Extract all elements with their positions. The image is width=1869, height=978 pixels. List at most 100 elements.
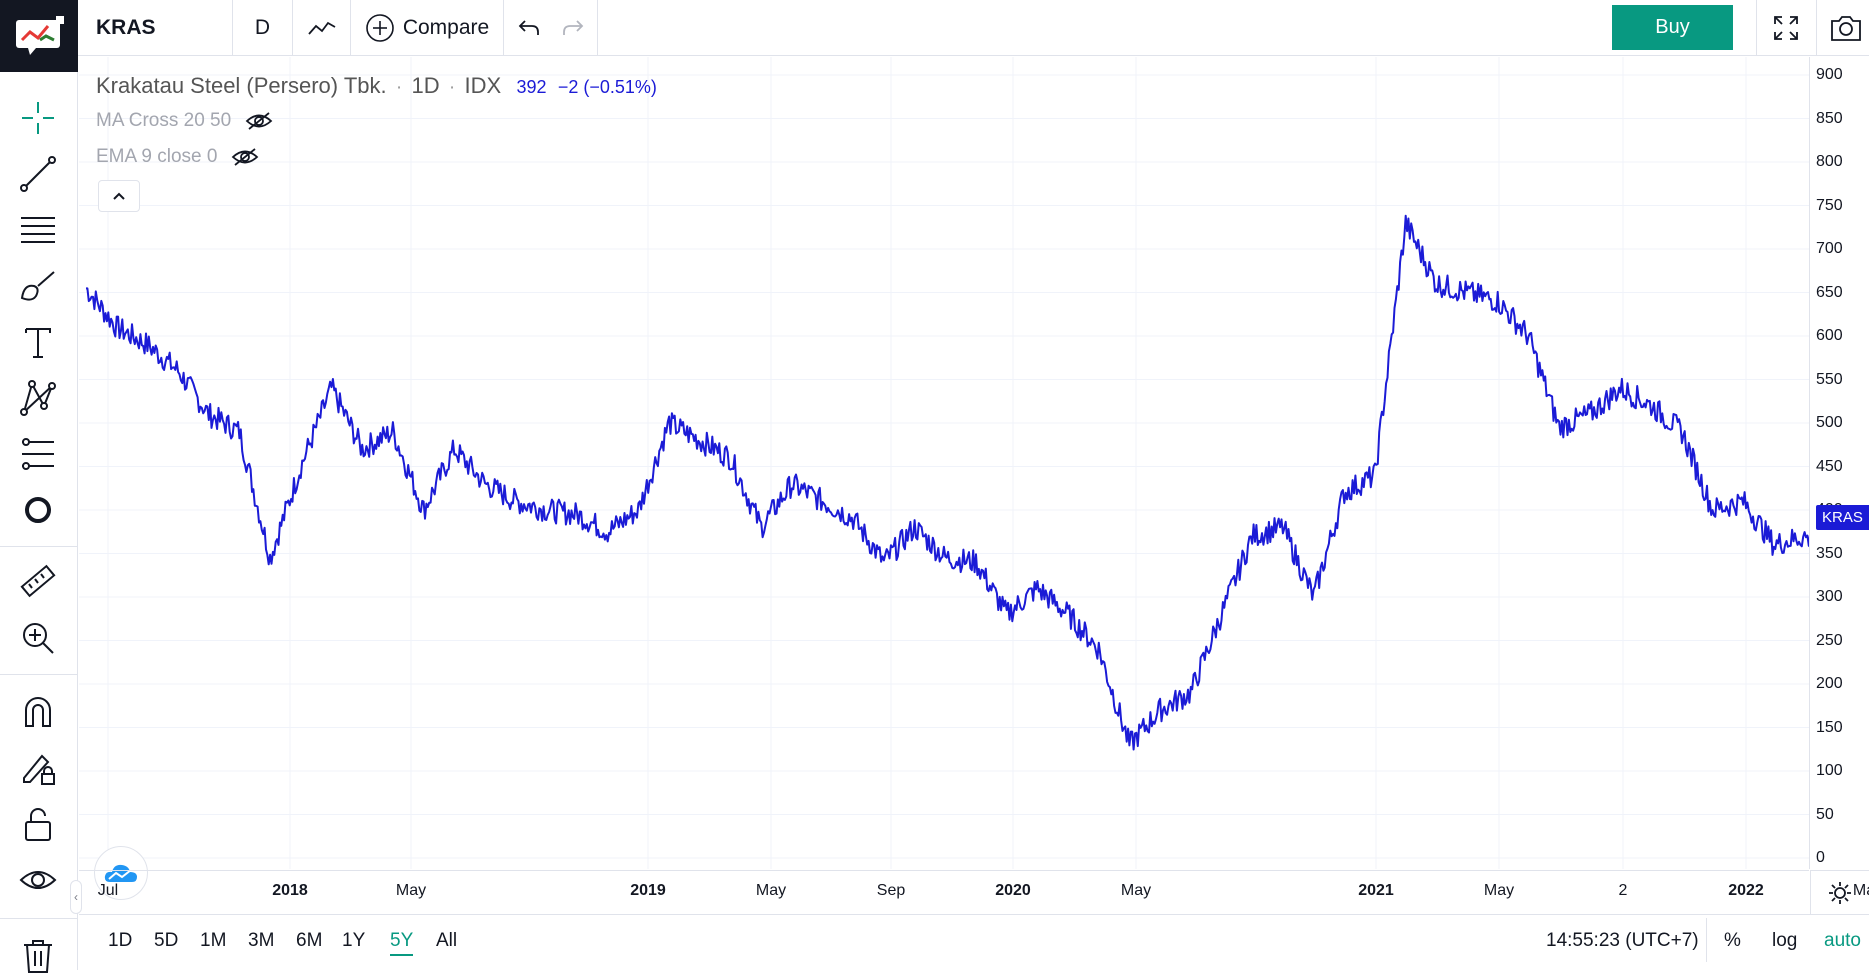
- divider: [1706, 918, 1707, 962]
- hidden-eye-icon[interactable]: [245, 111, 273, 131]
- remove-tool[interactable]: [14, 934, 62, 978]
- compare-label: Compare: [402, 16, 490, 39]
- auto-toggle[interactable]: auto: [1824, 930, 1861, 952]
- percent-toggle[interactable]: %: [1724, 930, 1741, 952]
- time-tick-label: Sep: [876, 882, 906, 899]
- brush-icon: [20, 271, 55, 301]
- price-tick-label: 50: [1816, 805, 1834, 823]
- legend-separator: ·: [395, 77, 403, 98]
- zoom-tool[interactable]: [14, 616, 62, 660]
- trash-icon: [24, 940, 52, 973]
- brush-tool[interactable]: [14, 264, 62, 308]
- chart-style-button[interactable]: [293, 0, 351, 56]
- price-tick-label: 850: [1816, 109, 1843, 127]
- brand-watermark[interactable]: [94, 846, 148, 900]
- time-tick-label: May: [755, 882, 787, 899]
- range-button-3m[interactable]: 3M: [248, 930, 275, 951]
- interval-label: D: [254, 16, 271, 39]
- clock[interactable]: 14:55:23 (UTC+7): [1546, 930, 1699, 952]
- price-axis[interactable]: [1809, 57, 1869, 869]
- symbol-search[interactable]: KRAS: [78, 0, 233, 56]
- pattern-icon: [20, 380, 56, 416]
- add-circle-icon: [366, 14, 394, 42]
- prediction-icon: [22, 438, 54, 470]
- indicator-ma-cross[interactable]: MA Cross 20 50: [96, 110, 273, 132]
- crosshair-icon: [22, 102, 54, 134]
- price-tick-label: 700: [1816, 240, 1843, 257]
- divider: [1756, 0, 1757, 56]
- buy-button[interactable]: Buy: [1612, 5, 1733, 50]
- range-button-1y[interactable]: 1Y: [342, 930, 366, 951]
- price-chart[interactable]: [79, 57, 1809, 869]
- range-button-5y[interactable]: 5Y: [390, 930, 414, 956]
- log-toggle[interactable]: log: [1772, 930, 1797, 952]
- legend-separator: ·: [448, 77, 456, 98]
- fib-tool[interactable]: [14, 208, 62, 252]
- hidden-eye-icon[interactable]: [231, 147, 259, 167]
- range-button-5d[interactable]: 5D: [154, 930, 179, 951]
- time-tick-label: 2020: [995, 882, 1031, 899]
- snapshot-button[interactable]: [1826, 10, 1866, 46]
- magnet-icon: [25, 697, 51, 727]
- fullscreen-icon: [1774, 16, 1798, 40]
- legend-exchange: IDX: [464, 73, 502, 98]
- indicator-label: MA Cross 20 50: [96, 110, 232, 131]
- last-price-symbol: KRAS: [1822, 508, 1863, 526]
- undo-icon[interactable]: [517, 18, 541, 38]
- buy-label: Buy: [1655, 16, 1690, 38]
- pattern-tool[interactable]: [14, 376, 62, 420]
- lock-tool[interactable]: [14, 802, 62, 846]
- time-tick-label: 2: [1618, 882, 1628, 899]
- indicator-ema[interactable]: EMA 9 close 0: [96, 146, 259, 168]
- time-tick-label: 2018: [272, 882, 308, 899]
- lock-drawings-tool[interactable]: [14, 746, 62, 790]
- interval-button[interactable]: D: [233, 0, 293, 56]
- price-tick-label: 250: [1816, 631, 1843, 649]
- range-button-1m[interactable]: 1M: [200, 930, 227, 951]
- legend-price: 392: [516, 77, 547, 97]
- time-tick-label: May: [1120, 882, 1152, 899]
- symbol-name[interactable]: Krakatau Steel (Persero) Tbk.: [96, 73, 387, 98]
- legend-change: −2 (−0.51%): [557, 77, 657, 97]
- range-button-6m[interactable]: 6M: [296, 930, 323, 951]
- range-button-all[interactable]: All: [436, 930, 458, 951]
- measure-tool[interactable]: [14, 560, 62, 604]
- clock-label: 14:55:23 (UTC+7): [1546, 930, 1699, 951]
- fullscreen-button[interactable]: [1766, 10, 1806, 46]
- app-logo[interactable]: [0, 0, 78, 72]
- fib-icon: [21, 217, 55, 243]
- divider: [0, 546, 78, 547]
- price-tick-label: 300: [1816, 588, 1843, 605]
- collapse-toolbar-handle[interactable]: ‹: [70, 880, 82, 914]
- top-toolbar: KRAS D Compare Buy: [0, 0, 1869, 56]
- price-tick-label: 150: [1816, 718, 1843, 736]
- drawing-toolbar: [0, 72, 78, 973]
- chart-settings-button[interactable]: [1810, 870, 1869, 914]
- collapse-legend-button[interactable]: [98, 180, 140, 212]
- lock-draw-icon: [23, 754, 55, 785]
- shape-tool[interactable]: [14, 488, 62, 532]
- time-tick-label: 2019: [630, 882, 666, 899]
- price-tick-label: 100: [1816, 762, 1843, 779]
- redo-icon[interactable]: [561, 18, 585, 38]
- visibility-tool[interactable]: [14, 858, 62, 902]
- gear-icon: [1829, 881, 1851, 904]
- price-tick-label: 500: [1816, 414, 1843, 431]
- prediction-tool[interactable]: [14, 432, 62, 476]
- trend-line-tool[interactable]: [14, 152, 62, 196]
- indicator-label: EMA 9 close 0: [96, 146, 218, 167]
- time-axis[interactable]: [79, 870, 1809, 914]
- magnet-tool[interactable]: [14, 690, 62, 734]
- text-icon: [25, 328, 51, 358]
- divider: [0, 918, 78, 919]
- auto-label: auto: [1824, 930, 1861, 951]
- text-tool[interactable]: [14, 320, 62, 364]
- bottom-toolbar: [79, 914, 1869, 970]
- crosshair-tool[interactable]: [14, 96, 62, 140]
- time-tick-label: Jul: [97, 882, 119, 899]
- range-button-1d[interactable]: 1D: [108, 930, 133, 951]
- compare-button[interactable]: Compare: [351, 0, 504, 56]
- divider: [1816, 0, 1817, 56]
- chart-grid: [79, 57, 1809, 869]
- circle-icon: [25, 497, 51, 523]
